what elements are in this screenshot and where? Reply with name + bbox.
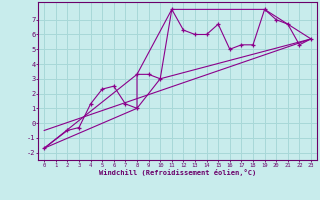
X-axis label: Windchill (Refroidissement éolien,°C): Windchill (Refroidissement éolien,°C) [99, 169, 256, 176]
